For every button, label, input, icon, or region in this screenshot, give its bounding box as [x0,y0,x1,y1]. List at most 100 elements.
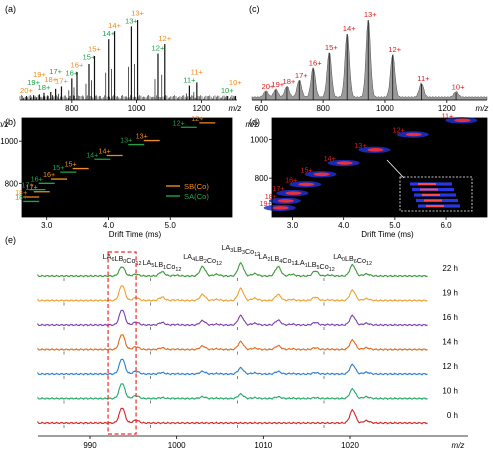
x-axis-title: m/z [476,104,489,113]
charge-label: 12+ [158,34,171,43]
charge-label: 12+ [152,44,165,53]
charge-label: 15+ [325,43,338,52]
charge-label: 15+ [83,52,96,61]
charge-label: 16+ [65,68,78,77]
charge-label: 17+ [21,181,33,190]
panel-e: (e) LA6LB0Co12 LA5LB1Co12LA4LB2Co12LA3LB3C… [5,235,468,450]
plot-frame [271,117,488,218]
charge-label: 14+ [324,154,336,163]
ion-signal-core [336,161,353,165]
charge-label: 16+ [285,175,297,184]
ion-signal-core [272,206,289,210]
x-tick-label: 5.0 [165,221,177,230]
time-label: 19 h [442,289,458,298]
charge-label: 13+ [364,10,377,19]
charge-label: 11+ [191,68,204,77]
charge-label: 13+ [354,141,366,150]
inset-band-core [426,205,444,207]
x-tick-label: 1200 [438,104,456,113]
charge-label: 13+ [136,132,148,141]
charge-label: 18+ [38,83,51,92]
panel-letter: (b) [5,117,16,127]
species-label: LA0LB6Co12 [333,252,372,267]
x-tick-label: 990 [83,441,97,450]
y-tick-label: 1000 [250,135,268,144]
x-tick-label: 800 [65,104,79,113]
mass-spectrum-trace [37,407,428,425]
y-tick-label: 800 [255,174,269,183]
y-axis-title: m/z [0,120,8,129]
charge-label: 20+ [261,82,274,91]
panel-letter: (d) [249,117,260,127]
ion-signal-core [313,172,330,177]
x-tick-label: 1000 [128,104,146,113]
species-label: LA3LB3Co12 [221,243,260,258]
legend-label: SB(Co) [184,182,209,191]
panel-b: (b)18+18+17+17+16+16+15+15+14+14+13+13+1… [0,114,233,239]
inset-band-core [418,183,436,185]
charge-label: 14+ [343,24,356,33]
mass-spectrum-trace [37,309,428,327]
x-tick-label: 1200 [192,104,210,113]
plot-background [22,118,232,217]
time-label: 16 h [442,313,458,322]
inset-band-core [422,194,440,196]
x-tick-label: 4.0 [103,221,115,230]
time-label: 0 h [447,411,458,420]
x-tick-label: 1020 [341,441,359,450]
x-tick-label: 600 [255,104,269,113]
species-label: LA1LB5Co12 [296,258,335,273]
mass-spectrum-trace [37,285,428,303]
charge-label: 19+ [27,78,40,87]
x-tick-label: 3.0 [287,221,299,230]
ion-signal-core [454,118,471,123]
spectrum-envelope [251,20,488,101]
charge-label: 14+ [86,150,98,159]
x-axis-title: m/z [229,104,242,113]
charge-label: 16+ [31,174,43,183]
charge-label: 17+ [272,184,284,193]
panel-c: (c) 20+19+18+17+16+15+ 14+ 13+ 12+ 11+ 10+ 600 8… [249,4,488,113]
charge-label: 11+ [183,76,196,85]
charge-label: 18+ [265,192,277,201]
x-tick-label: 800 [316,104,330,113]
legend-label: SA(Co) [184,192,209,201]
ion-signal-core [277,199,294,203]
charge-label: 18+ [44,75,57,84]
zoom-pointer [386,159,405,179]
panel-a: (a)20+19+19+18+18+17+17+16+16+15+15+14+1… [5,4,242,113]
charge-label: 15+ [65,160,77,169]
species-label: LA2LB4Co12 [259,252,298,267]
charge-label: 16+ [71,60,84,69]
charge-label: 14+ [99,146,111,155]
y-tick-label: 800 [5,179,19,188]
charge-label: 18+ [282,77,295,86]
ion-signal-core [367,148,384,152]
panel-d: (d) 19+18+17+16+ 15+ 14+ 13+ 12+ 11+ 3.0 4.0 5.0 6… [246,111,488,239]
charge-label: 15+ [301,165,313,174]
time-label: 10 h [442,387,458,396]
x-tick-label: 4.0 [338,221,350,230]
x-tick-label: 1000 [376,104,394,113]
ion-signal-core [405,132,422,137]
charge-label: 14+ [108,21,121,30]
charge-label: 10+ [229,78,242,87]
mass-spectrum-trace [37,334,428,352]
panel-a-letter: (a) [5,4,16,14]
inset-band-core [424,199,442,202]
charge-label: 17+ [295,71,308,80]
charge-label: 20+ [20,86,33,95]
charge-label: 12+ [393,126,405,135]
x-axis-title: Drift Time (ms) [109,230,162,239]
charge-label: 19+ [260,199,272,208]
charge-label: 13+ [120,136,132,145]
charge-label: 19+ [33,70,46,79]
charge-label: 19+ [271,80,284,89]
panel-e-letter: (e) [5,235,16,245]
charge-label: 15+ [52,163,64,172]
charge-label: 18+ [15,188,27,197]
species-label: LA5LB1Co12 [143,258,182,273]
species-label: LA6LB0Co12 [103,252,142,267]
charge-label: 18+ [15,192,27,201]
